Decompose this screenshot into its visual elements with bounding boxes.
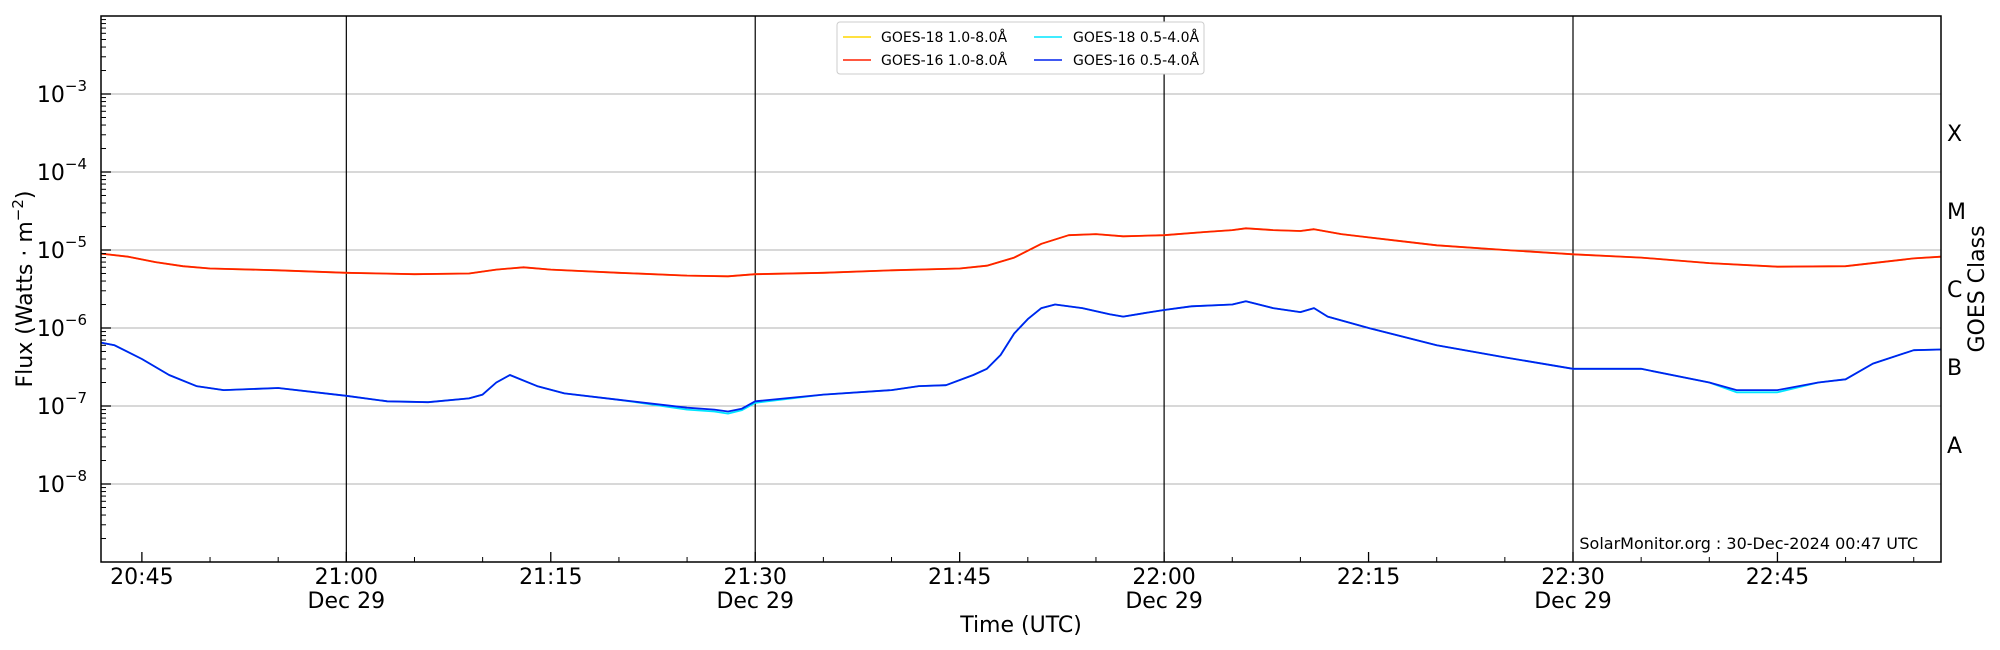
y-tick-label: 10−6 [37, 311, 87, 342]
x-tick-label: 21:45 [928, 565, 991, 590]
legend-label-goes18-long: GOES-18 1.0-8.0Å [881, 29, 1007, 46]
series-line-1 [100, 227, 1942, 278]
y-tick-base: 10 [37, 317, 65, 342]
goes-class-label: M [1947, 200, 1966, 225]
y-tick-label: 10−5 [37, 233, 87, 264]
x-tick-date-label: Dec 29 [1125, 589, 1203, 614]
x-tick-label: 21:15 [519, 565, 582, 590]
y-tick-base: 10 [37, 83, 65, 108]
series-line-0 [100, 227, 1942, 278]
x-tick-label: 21:30 [724, 565, 787, 590]
legend-label-goes18-short: GOES-18 0.5-4.0Å [1073, 29, 1199, 46]
y-axis-title-text: Flux (Watts · m [13, 221, 38, 387]
grid-layer [101, 93, 1941, 485]
y-tick-base: 10 [37, 395, 65, 420]
y-axis-title-close: ) [13, 191, 38, 200]
goes-class-label: A [1947, 434, 1962, 459]
x-tick-label: 22:45 [1746, 565, 1809, 590]
y-tick-base: 10 [37, 473, 65, 498]
series-line-3 [100, 300, 1942, 413]
goes-class-label: C [1947, 278, 1962, 303]
x-tick-label: 21:00 [315, 565, 378, 590]
series-line-2 [100, 300, 1942, 415]
y-tick-exponent: −4 [65, 155, 87, 173]
y-tick-base: 10 [37, 239, 65, 264]
y-tick-label: 10−7 [37, 389, 87, 420]
series-layer [100, 227, 1942, 415]
y-tick-exponent: −6 [65, 311, 87, 329]
x-tick-date-label: Dec 29 [716, 589, 794, 614]
vertical-markers [345, 16, 1574, 562]
y-tick-label: 10−8 [37, 467, 87, 498]
x-tick-label: 22:15 [1337, 565, 1400, 590]
legend-box [836, 21, 1205, 75]
goes-class-labels: A B C M X [1947, 122, 1966, 459]
credit-annotation: SolarMonitor.org : 30-Dec-2024 00:47 UTC [1579, 534, 1918, 553]
x-tick-label: 20:45 [110, 565, 173, 590]
y-tick-exponent: −3 [65, 77, 87, 95]
goes-class-label: X [1947, 122, 1962, 147]
y-axis-title: Flux (Watts · m−2) [9, 191, 38, 388]
x-tick-date-label: Dec 29 [1534, 589, 1612, 614]
y-tick-label: 10−4 [37, 155, 87, 186]
legend: GOES-18 1.0-8.0Å GOES-16 1.0-8.0Å GOES-1… [836, 21, 1205, 75]
legend-label-goes16-short: GOES-16 0.5-4.0Å [1073, 52, 1199, 69]
y-tick-exponent: −8 [65, 467, 87, 485]
x-tick-date-label: Dec 29 [308, 589, 386, 614]
y2-axis-title: GOES Class [1965, 225, 1990, 352]
legend-label-goes16-long: GOES-16 1.0-8.0Å [881, 52, 1007, 69]
y-tick-label: 10−3 [37, 77, 87, 108]
goes-class-label: B [1947, 356, 1962, 381]
x-tick-label: 22:30 [1541, 565, 1604, 590]
y-tick-exponent: −5 [65, 233, 87, 251]
x-tick-label: 22:00 [1132, 565, 1195, 590]
x-axis-title: Time (UTC) [959, 613, 1082, 638]
y-tick-base: 10 [37, 161, 65, 186]
y-tick-exponent: −7 [65, 389, 87, 407]
plot-area-frame [100, 15, 1942, 563]
y-axis-title-exponent: −2 [9, 199, 27, 221]
